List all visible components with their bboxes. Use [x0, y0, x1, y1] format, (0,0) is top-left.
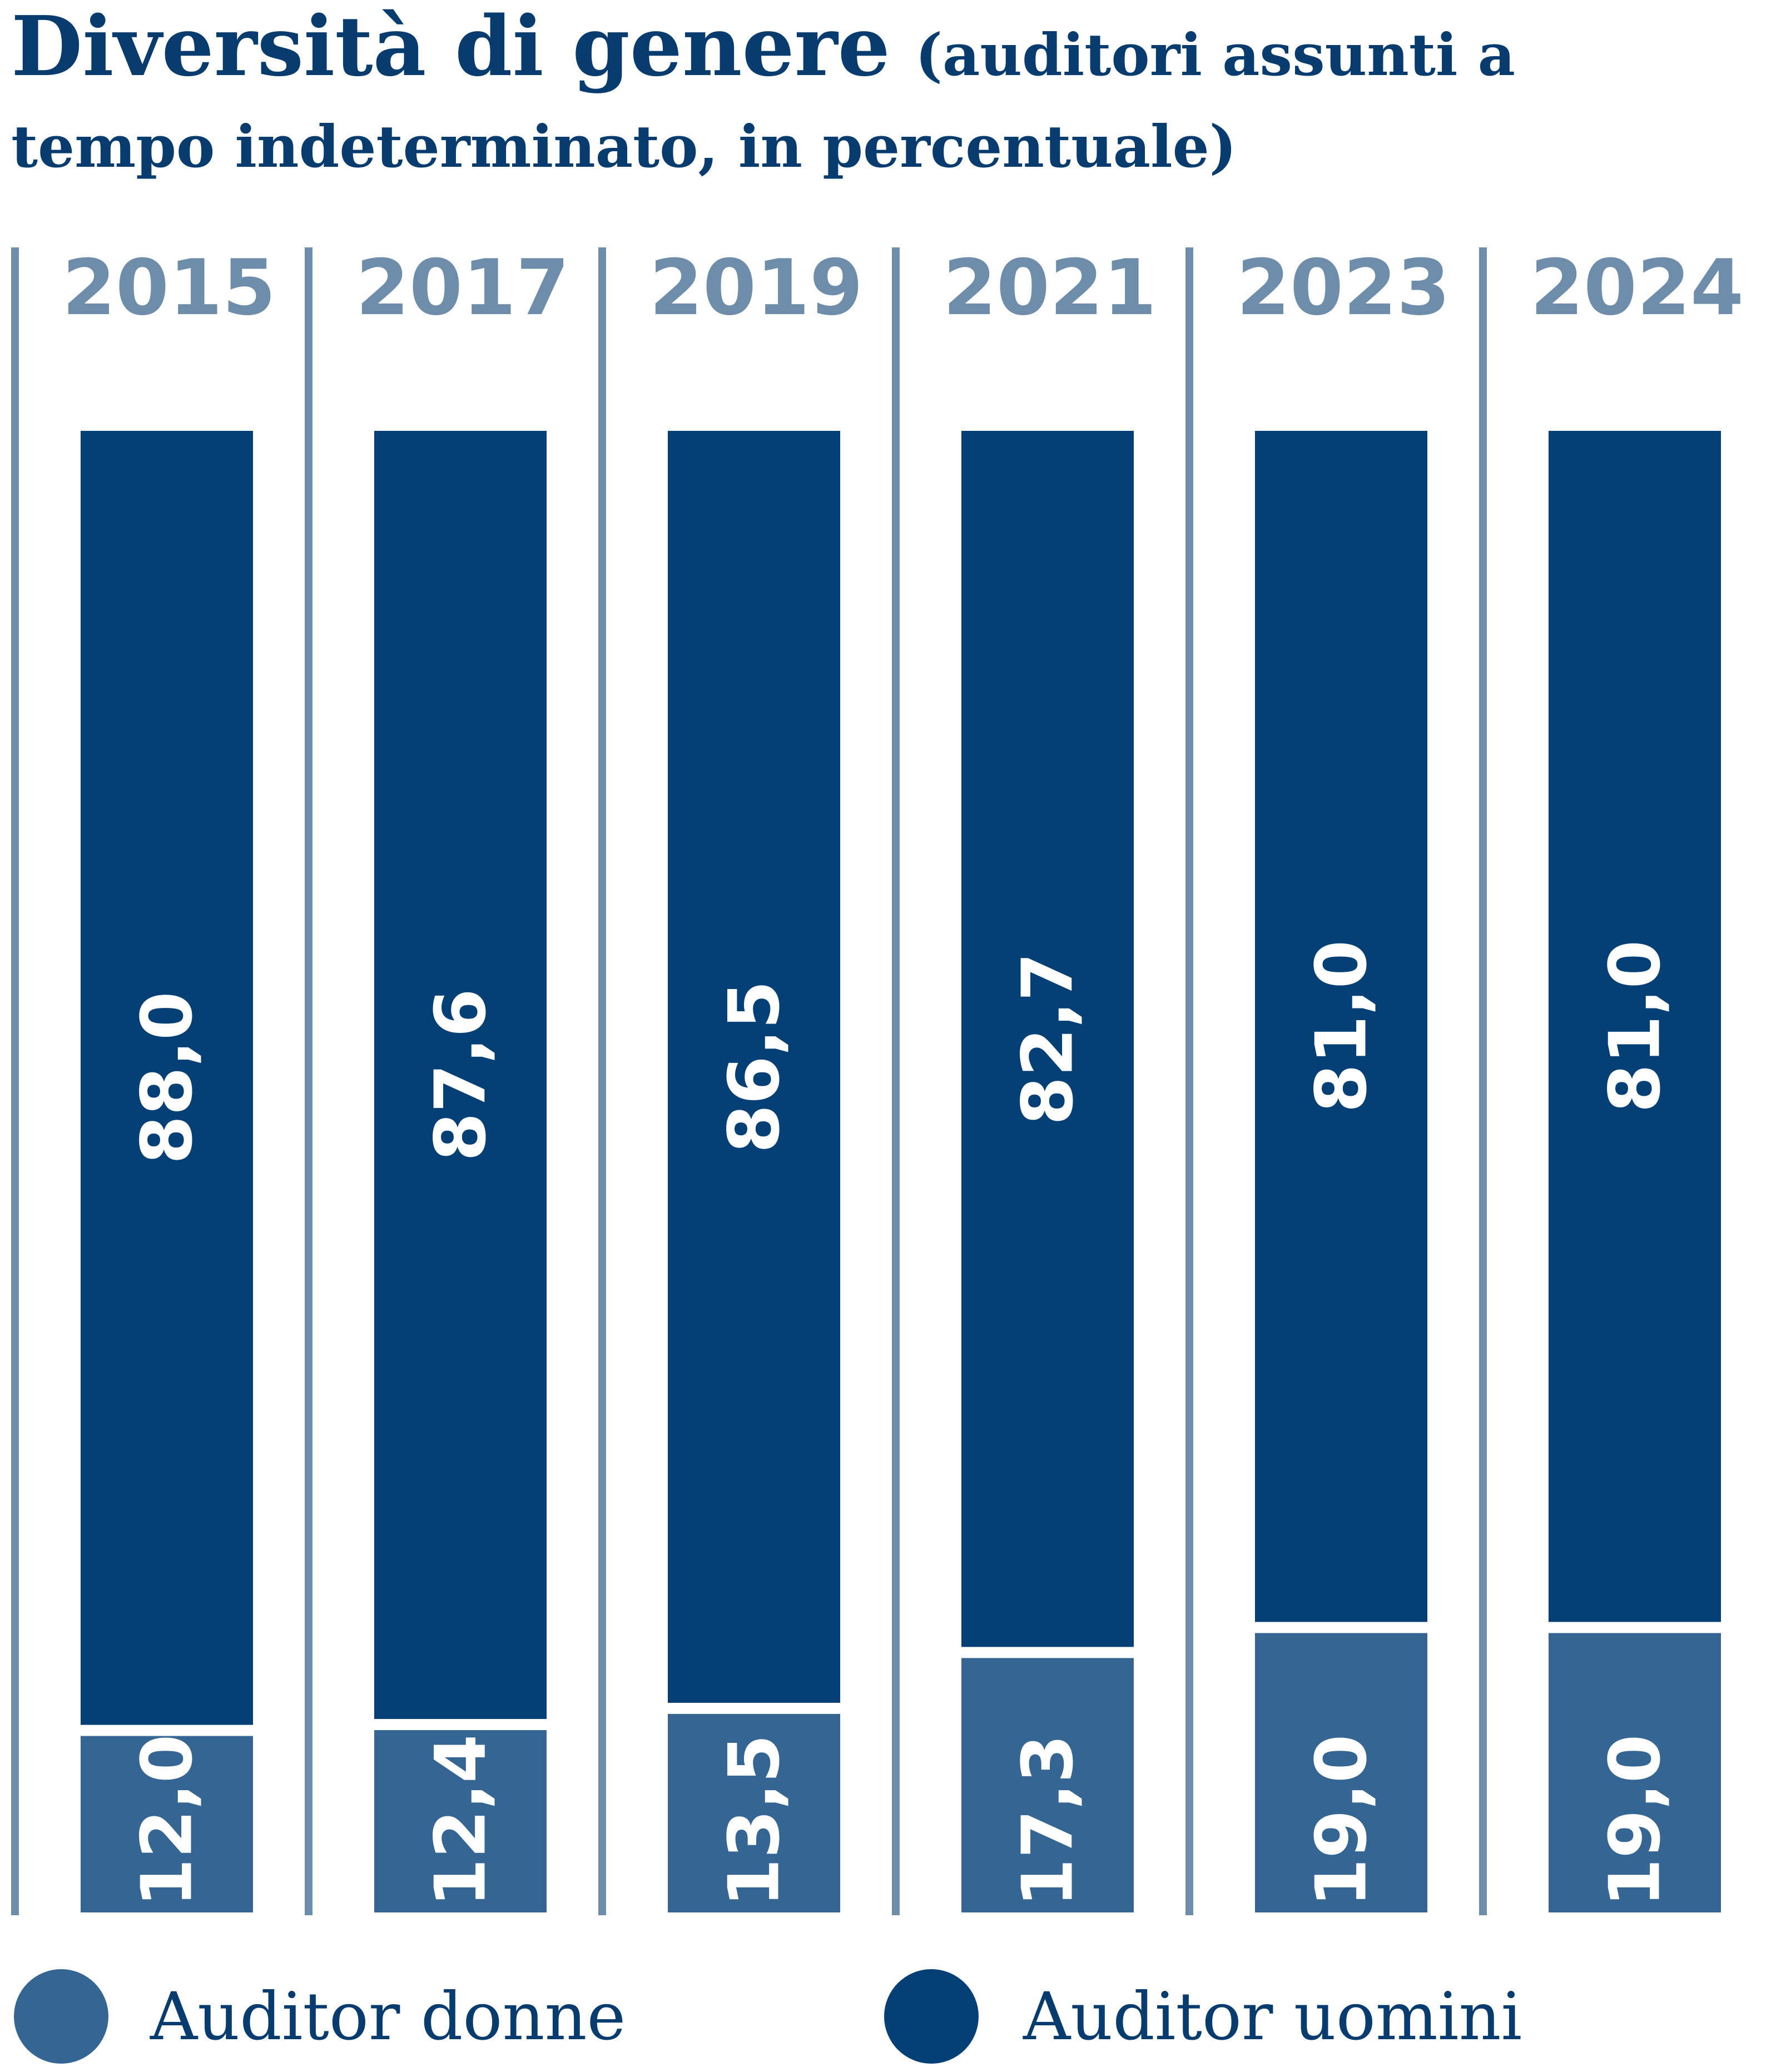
- bar-women: [1549, 1633, 1721, 1912]
- value-label-women: 17,3: [1007, 1735, 1089, 1907]
- chart-title: Diversità di genere: [11, 0, 890, 95]
- bar-men: [1255, 431, 1427, 1622]
- bar-men: [1549, 431, 1721, 1622]
- value-label-men: 81,0: [1594, 940, 1676, 1113]
- year-label: 2017: [356, 243, 569, 332]
- column-divider: [892, 247, 900, 1915]
- plot-area: 2015 88,0 12,0 2017 87,6 12,4 2019 86,5 13,5 2021…: [11, 243, 1744, 1915]
- value-label-men: 81,0: [1301, 940, 1382, 1113]
- legend-swatch: [14, 1969, 108, 2064]
- bar-men: [81, 431, 253, 1725]
- year-label: 2019: [649, 243, 863, 332]
- bar-women: [374, 1730, 547, 1912]
- value-label-women: 12,0: [126, 1735, 208, 1907]
- column-divider: [1185, 247, 1193, 1915]
- year-label: 2023: [1237, 243, 1450, 332]
- value-label-women: 12,4: [420, 1735, 502, 1907]
- year-label: 2024: [1530, 243, 1744, 332]
- chart-subtitle-line2: tempo indeterminato, in percentuale): [11, 112, 1237, 181]
- legend-label: Auditor donne: [150, 1978, 626, 2055]
- column-divider: [11, 247, 19, 1915]
- column-divider: [305, 247, 312, 1915]
- bar-women: [961, 1658, 1134, 1912]
- chart-subtitle-line1: (auditori assunti a: [915, 21, 1515, 89]
- bar-men: [374, 431, 547, 1720]
- column-divider: [598, 247, 606, 1915]
- bar-men: [668, 431, 840, 1703]
- value-label-men: 86,5: [713, 981, 795, 1154]
- value-label-women: 19,0: [1594, 1735, 1676, 1907]
- value-label-men: 88,0: [126, 991, 208, 1164]
- legend-label: Auditor uomini: [1023, 1978, 1522, 2055]
- bar-women: [81, 1736, 253, 1912]
- legend-swatch: [884, 1969, 979, 2064]
- value-label-women: 19,0: [1301, 1735, 1382, 1907]
- bar-women: [668, 1713, 840, 1912]
- value-label-men: 82,7: [1007, 952, 1089, 1125]
- chart-legend: Auditor donne Auditor uomini: [14, 1969, 1522, 2064]
- bar-men: [961, 431, 1134, 1647]
- value-label-men: 87,6: [420, 988, 502, 1161]
- year-label: 2021: [943, 243, 1157, 332]
- year-label: 2015: [62, 243, 276, 332]
- value-label-women: 13,5: [713, 1735, 795, 1907]
- column-divider: [1479, 247, 1487, 1915]
- bar-women: [1255, 1633, 1427, 1912]
